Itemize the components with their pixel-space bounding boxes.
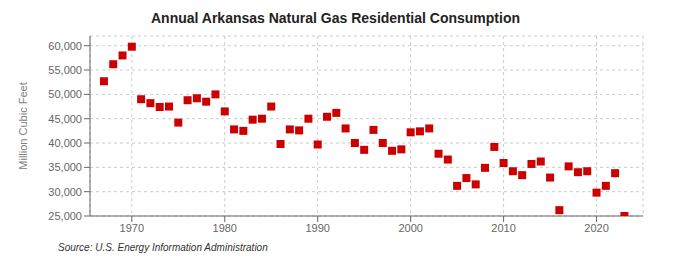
svg-text:60,000: 60,000 — [48, 40, 82, 52]
html-text:Annual Arkansas Natural Gas Re: Annual Arkansas Natural Gas Residential … — [151, 10, 520, 26]
svg-text:1980: 1980 — [213, 222, 237, 234]
svg-text:2010: 2010 — [491, 222, 515, 234]
svg-text:2000: 2000 — [398, 222, 422, 234]
svg-text:40,000: 40,000 — [48, 137, 82, 149]
svg-text:1970: 1970 — [120, 222, 144, 234]
html-text:Source: U.S. Energy Informatio: Source: U.S. Energy Information Administ… — [58, 242, 268, 253]
svg-text:55,000: 55,000 — [48, 64, 82, 76]
svg-text:1990: 1990 — [305, 222, 329, 234]
svg-text:2020: 2020 — [584, 222, 608, 234]
svg-text:Million Cubic Feet: Million Cubic Feet — [17, 82, 29, 169]
svg-text:30,000: 30,000 — [48, 186, 82, 198]
svg-text:25,000: 25,000 — [48, 210, 82, 222]
svg-text:35,000: 35,000 — [48, 161, 82, 173]
svg-text:45,000: 45,000 — [48, 113, 82, 125]
svg-text:50,000: 50,000 — [48, 88, 82, 100]
